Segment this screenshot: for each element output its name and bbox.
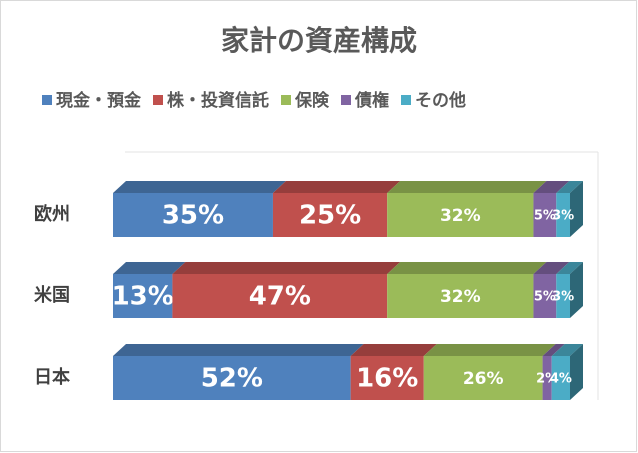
- chart-title: 家計の資産構成: [221, 24, 417, 57]
- bar: [387, 193, 534, 237]
- bar-top: [551, 344, 583, 356]
- bar-top: [272, 181, 401, 193]
- data-label: 35%: [162, 201, 224, 231]
- legend-swatch: [153, 95, 163, 105]
- bar: [533, 193, 557, 237]
- bar: [551, 356, 570, 400]
- bar-top: [423, 344, 556, 356]
- legend: 現金・預金 株・投資信託 保険 債権 その他: [42, 90, 466, 111]
- bar-side: [570, 181, 583, 237]
- bar: [556, 274, 570, 318]
- bar: [272, 193, 388, 237]
- bar-side: [570, 262, 583, 318]
- bar: [113, 193, 273, 237]
- data-label: 16%: [356, 364, 418, 394]
- bar: [350, 356, 424, 400]
- data-label: 3%: [552, 209, 574, 224]
- bar-top: [556, 181, 583, 193]
- plot-area: 欧州 35% 25% 32% 5%3%米国 13% 47% 32% 5%3%日本 52% 16% 26…: [34, 181, 583, 400]
- bar-top: [556, 262, 583, 274]
- data-label: 26%: [463, 369, 504, 389]
- y-tick-label: 日本: [34, 366, 70, 388]
- y-tick-label: 米国: [34, 284, 70, 306]
- bar-top: [387, 262, 547, 274]
- bar: [172, 274, 388, 318]
- bar: [113, 356, 351, 400]
- data-label: 3%: [552, 290, 574, 305]
- bar-side: [570, 344, 583, 400]
- legend-label: 保険: [294, 90, 330, 111]
- data-label: 25%: [299, 201, 361, 231]
- back-wall: [125, 151, 599, 400]
- legend-swatch: [401, 95, 411, 105]
- data-label: 52%: [201, 364, 263, 394]
- data-label: 32%: [440, 287, 481, 307]
- bar-top: [533, 181, 570, 193]
- data-label: 5%: [534, 209, 556, 224]
- legend-label: 現金・預金: [56, 90, 142, 111]
- data-label: 47%: [249, 282, 311, 312]
- bar: [423, 356, 543, 400]
- bar-top: [113, 181, 286, 193]
- bar-top: [387, 181, 547, 193]
- legend-label: その他: [415, 90, 466, 111]
- y-tick-label: 欧州: [34, 203, 70, 225]
- data-label: 4%: [550, 372, 572, 387]
- legend-label: 株・投資信託: [167, 90, 269, 111]
- bar-top: [113, 344, 364, 356]
- data-label: 13%: [112, 282, 174, 312]
- legend-swatch: [281, 95, 291, 105]
- legend-swatch: [341, 95, 351, 105]
- bar: [533, 274, 557, 318]
- bar: [113, 274, 173, 318]
- legend-label: 債権: [354, 90, 389, 111]
- data-label: 5%: [534, 290, 556, 305]
- bar-top: [172, 262, 401, 274]
- bar: [542, 356, 552, 400]
- bar: [556, 193, 570, 237]
- bar: [387, 274, 534, 318]
- bar-top: [350, 344, 437, 356]
- bar-top: [533, 262, 570, 274]
- bar-top: [542, 344, 565, 356]
- bar-top: [113, 262, 186, 274]
- data-label: 32%: [440, 206, 481, 226]
- legend-swatch: [42, 95, 52, 105]
